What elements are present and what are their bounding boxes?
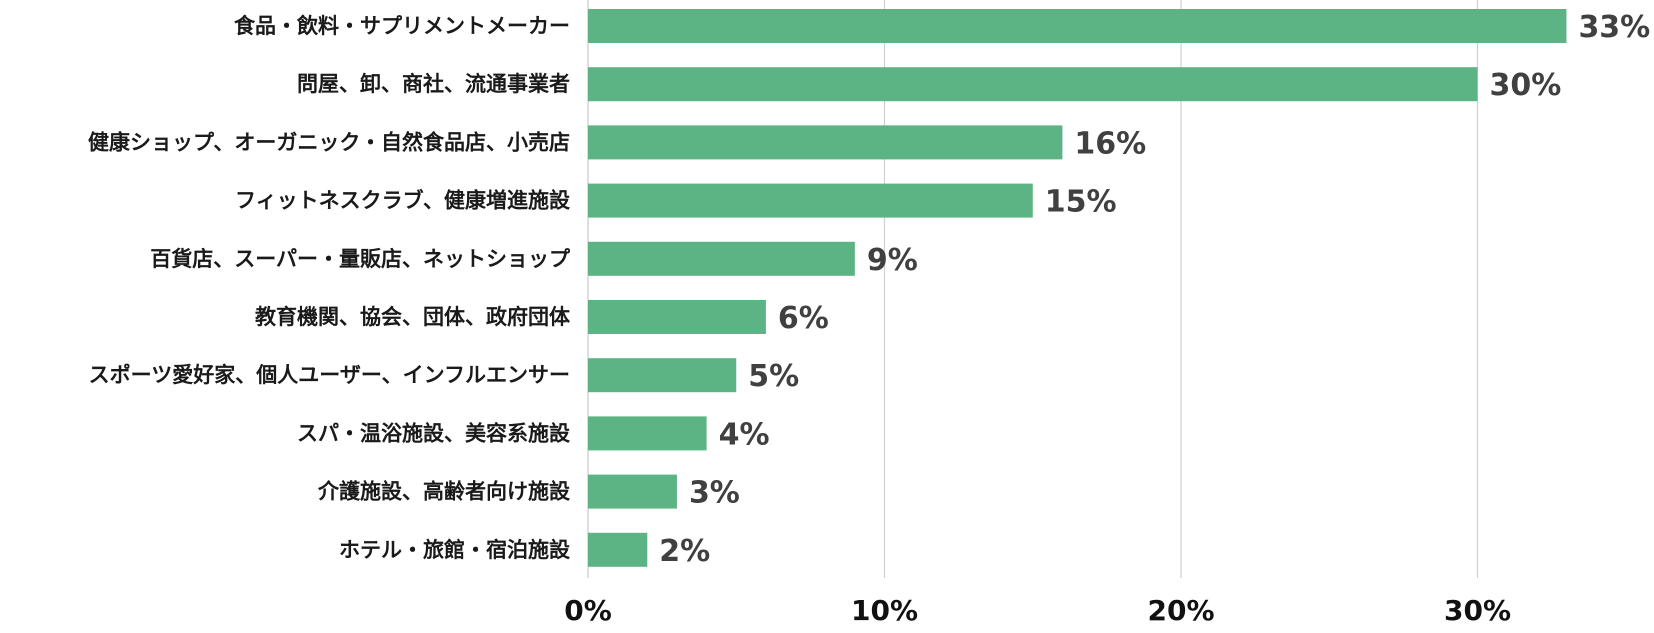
category-label: フィットネスクラブ、健康増進施設: [235, 189, 571, 213]
category-label: 食品・飲料・サプリメントメーカー: [234, 14, 570, 38]
category-label: スパ・温浴施設、美容系施設: [297, 421, 571, 445]
value-label: 3%: [689, 476, 740, 511]
value-labels: 33% 30% 16% 15% 9% 6% 5% 4% 3% 2%: [659, 10, 1650, 569]
bar: [588, 9, 1567, 43]
category-labels: 食品・飲料・サプリメントメーカー問屋、卸、商社、流通事業者健康ショップ、オーガニ…: [88, 14, 571, 562]
bars: [588, 9, 1567, 567]
bar: [588, 67, 1478, 102]
bar: [588, 183, 1033, 218]
value-label: 15%: [1045, 185, 1117, 220]
bar: [588, 474, 677, 509]
category-label: 介護施設、高齢者向け施設: [317, 480, 571, 504]
value-label: 2%: [659, 534, 710, 569]
x-tick-label: 10%: [851, 594, 918, 627]
x-tick-label: 30%: [1444, 594, 1511, 627]
value-label: 30%: [1490, 68, 1562, 103]
bar: [588, 300, 766, 334]
x-tick-label: 0%: [564, 594, 612, 627]
category-label: 百貨店、スーパー・量販店、ネットショップ: [150, 247, 571, 271]
category-label: スポーツ愛好家、個人ユーザー、インフルエンサー: [89, 363, 570, 387]
value-label: 16%: [1074, 126, 1146, 161]
bar: [588, 358, 737, 393]
category-label: 教育機関、協会、団体、政府団体: [255, 305, 571, 329]
bar: [588, 241, 855, 276]
value-label: 4%: [719, 417, 770, 452]
bar: [588, 532, 648, 567]
value-label: 5%: [748, 359, 799, 394]
value-label: 6%: [778, 301, 829, 336]
x-axis-ticks: 0% 10% 20% 30%: [564, 594, 1511, 627]
value-label: 9%: [867, 243, 918, 278]
bar: [588, 416, 707, 451]
category-label: 問屋、卸、商社、流通事業者: [297, 72, 570, 96]
bar: [588, 125, 1063, 160]
category-label: ホテル・旅館・宿泊施設: [339, 538, 571, 562]
value-label: 33%: [1578, 10, 1650, 45]
category-label: 健康ショップ、オーガニック・自然食品店、小売店: [88, 130, 570, 154]
x-tick-label: 20%: [1147, 594, 1214, 627]
